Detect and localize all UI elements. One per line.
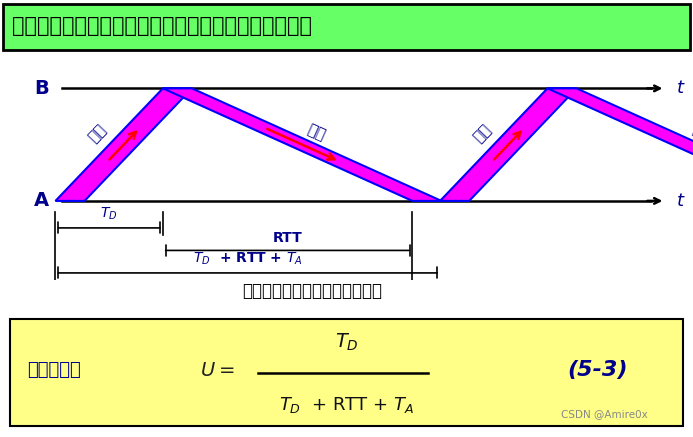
Text: CSDN @Amire0x: CSDN @Amire0x [561, 409, 648, 419]
Text: $T_D$: $T_D$ [335, 332, 358, 353]
Text: RTT: RTT [273, 231, 302, 245]
Text: $U=$: $U=$ [200, 361, 235, 380]
Polygon shape [55, 88, 192, 201]
Text: 确认: 确认 [690, 121, 693, 142]
Bar [3, 4, 690, 50]
Text: 信道利用率: 信道利用率 [27, 361, 81, 379]
Text: $t$: $t$ [676, 80, 685, 97]
Polygon shape [163, 88, 441, 201]
Text: (5-3): (5-3) [568, 360, 628, 380]
Text: $T_D$  + RTT + $T_A$: $T_D$ + RTT + $T_A$ [193, 251, 303, 267]
Text: $T_D$  + RTT + $T_A$: $T_D$ + RTT + $T_A$ [279, 395, 414, 415]
Text: $t$: $t$ [676, 192, 685, 210]
Text: 分组: 分组 [85, 121, 109, 145]
Text: 分组: 分组 [470, 121, 493, 145]
Text: B: B [34, 79, 49, 98]
Text: 停止等待协议的优点是简单，缺点是信道利用率太低。: 停止等待协议的优点是简单，缺点是信道利用率太低。 [12, 16, 313, 36]
Polygon shape [547, 88, 693, 201]
Text: 停止等待协议的信道利用率太低: 停止等待协议的信道利用率太低 [242, 282, 382, 300]
Text: 确认: 确认 [305, 121, 327, 142]
Polygon shape [440, 88, 577, 201]
Text: $T_D$: $T_D$ [100, 206, 118, 222]
Text: A: A [34, 191, 49, 210]
